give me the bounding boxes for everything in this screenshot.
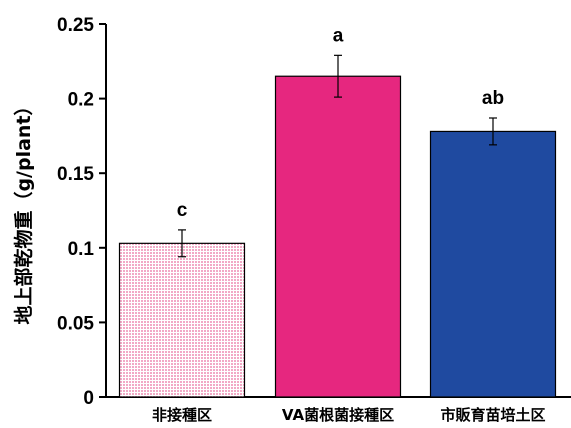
- y-tick-label: 0: [83, 388, 94, 409]
- significance-label: ab: [482, 88, 504, 109]
- bar: [274, 75, 402, 398]
- bar: [429, 130, 557, 398]
- x-tick-label: VA菌根菌接種区: [282, 406, 394, 424]
- x-tick-label: 非接種区: [152, 406, 212, 424]
- y-tick-label: 0.1: [68, 239, 95, 260]
- y-tick-label: 0.05: [57, 313, 94, 334]
- bar: [118, 242, 246, 398]
- x-tick-label: 市販育苗培土区: [440, 406, 545, 424]
- y-axis-title: 地上部乾物重（g/plant）: [12, 96, 35, 324]
- significance-label: c: [177, 200, 188, 221]
- y-tick-label: 0.15: [57, 164, 94, 185]
- y-tick-label: 0.2: [68, 90, 94, 111]
- y-tick-label: 0.25: [57, 15, 94, 36]
- significance-label: a: [333, 25, 344, 46]
